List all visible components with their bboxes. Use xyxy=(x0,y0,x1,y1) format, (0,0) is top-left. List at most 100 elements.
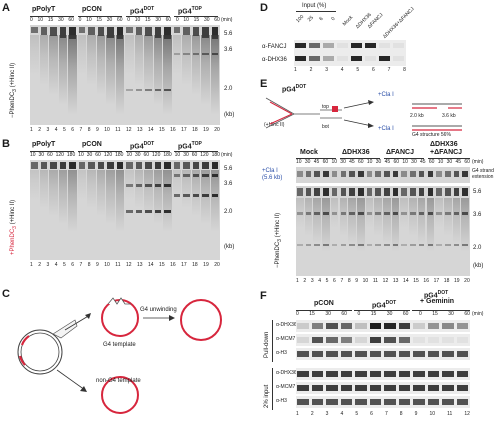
blot-lane xyxy=(427,396,441,408)
blot-lane xyxy=(354,382,368,394)
gel-lane xyxy=(106,160,115,260)
blot-lane xyxy=(383,320,397,332)
gel-band xyxy=(305,188,312,196)
gel-band xyxy=(164,27,171,39)
blot-lane xyxy=(369,368,383,380)
time-label: 60 xyxy=(47,152,53,158)
gel-band xyxy=(340,323,352,329)
gel-band xyxy=(366,244,373,246)
time-label: 120 xyxy=(200,152,209,158)
blot-lane xyxy=(441,348,455,360)
panel-b-group-2: pCON xyxy=(82,141,102,148)
gel-band xyxy=(410,244,416,246)
panel-b-group-1: pPolyT xyxy=(32,141,56,148)
gel-lane xyxy=(435,167,443,183)
time-label: 30 xyxy=(183,152,189,158)
gel-band xyxy=(88,27,95,35)
gel-smear xyxy=(409,198,417,236)
time-label: 60 xyxy=(68,17,74,23)
gel-band xyxy=(349,244,355,246)
gel-band xyxy=(173,162,180,169)
gel-lane xyxy=(383,167,391,183)
lane-number: 11 xyxy=(447,411,453,417)
gel-smear xyxy=(356,198,365,252)
blot-lane xyxy=(354,396,368,408)
gel-band xyxy=(401,171,408,177)
gel-band xyxy=(355,371,367,377)
lane-number: 13 xyxy=(136,262,143,268)
gel-band xyxy=(323,171,329,177)
blot-lane xyxy=(325,368,339,380)
gel-band xyxy=(398,371,410,377)
panel-b-marker-1: 5.6 xyxy=(224,166,233,172)
gel-band xyxy=(410,188,416,196)
time-label: 10 xyxy=(37,17,44,23)
lane-number: 5 xyxy=(325,278,329,284)
panel-f-blot-in-mcm7 xyxy=(296,382,470,394)
blot-lane xyxy=(296,396,310,408)
panel-f-time-unit: (min) xyxy=(472,311,484,317)
gel-lane xyxy=(115,160,124,260)
gel-band xyxy=(410,171,416,177)
gel-lane xyxy=(296,167,304,183)
blot-lane xyxy=(354,320,368,332)
gel-smear xyxy=(39,35,48,85)
panel-e-gel-top xyxy=(296,167,470,183)
lane-number: 19 xyxy=(203,262,209,268)
lane-number: 8 xyxy=(87,262,91,268)
gel-band xyxy=(369,371,381,377)
lane-number: 18 xyxy=(192,127,198,133)
gel-smear xyxy=(49,35,58,95)
gel-band xyxy=(355,399,367,405)
gel-band xyxy=(154,89,161,91)
gel-band xyxy=(418,188,425,196)
gel-band xyxy=(323,188,329,196)
panel-d-col-labels: 100 25 6 0 Mock ΔDHX36 ΔFANCJ ΔDHX36+ΔFA… xyxy=(295,6,416,40)
time-label: 0 xyxy=(30,17,33,23)
time-label: 10 xyxy=(30,152,36,158)
blot-lane xyxy=(296,348,310,360)
gel-band xyxy=(314,171,321,177)
gel-band xyxy=(145,27,152,36)
gel-band xyxy=(375,212,381,215)
blot-lane xyxy=(354,348,368,360)
gel-lane xyxy=(461,186,469,276)
gel-band xyxy=(202,194,209,197)
gel-smear xyxy=(201,35,210,105)
gel-smear xyxy=(417,198,426,244)
gel-smear xyxy=(383,198,391,244)
time-label: 10 xyxy=(366,159,373,165)
gel-lane xyxy=(400,186,409,276)
blot-lane xyxy=(322,40,335,66)
lane-number: 2 xyxy=(38,262,42,268)
blot-lane xyxy=(369,320,383,332)
gel-band xyxy=(309,43,320,48)
lane-number: 16 xyxy=(423,278,429,284)
gel-lane xyxy=(383,186,391,276)
gel-band xyxy=(326,337,338,343)
gel-band xyxy=(355,351,367,357)
gel-band xyxy=(427,337,439,343)
time-label: 60 xyxy=(464,159,470,165)
gel-band xyxy=(164,210,171,213)
gel-lane xyxy=(182,25,191,125)
panel-a-y-label: −PhenDC3 (+Hinc II) xyxy=(10,62,19,118)
gel-lane xyxy=(201,25,210,125)
time-label: 0 xyxy=(418,311,422,317)
time-label: 15 xyxy=(193,17,200,23)
gel-band xyxy=(340,385,352,391)
lane-number: 7 xyxy=(387,67,391,73)
panel-c-g4-unwinding: G4 unwinding xyxy=(140,307,177,313)
gel-smear xyxy=(30,35,39,75)
blot-lane xyxy=(354,368,368,380)
time-label: 30 xyxy=(106,17,113,23)
panel-e-g4-stall: G4 structure 56% xyxy=(412,132,451,138)
gel-band xyxy=(349,212,355,215)
gel-smear xyxy=(339,198,348,236)
blot-lane xyxy=(340,368,354,380)
gel-band xyxy=(31,27,38,33)
lane-number: 6 xyxy=(71,127,75,133)
gel-band xyxy=(355,323,367,329)
gel-band xyxy=(418,171,425,177)
time-label: 60 xyxy=(116,17,123,23)
